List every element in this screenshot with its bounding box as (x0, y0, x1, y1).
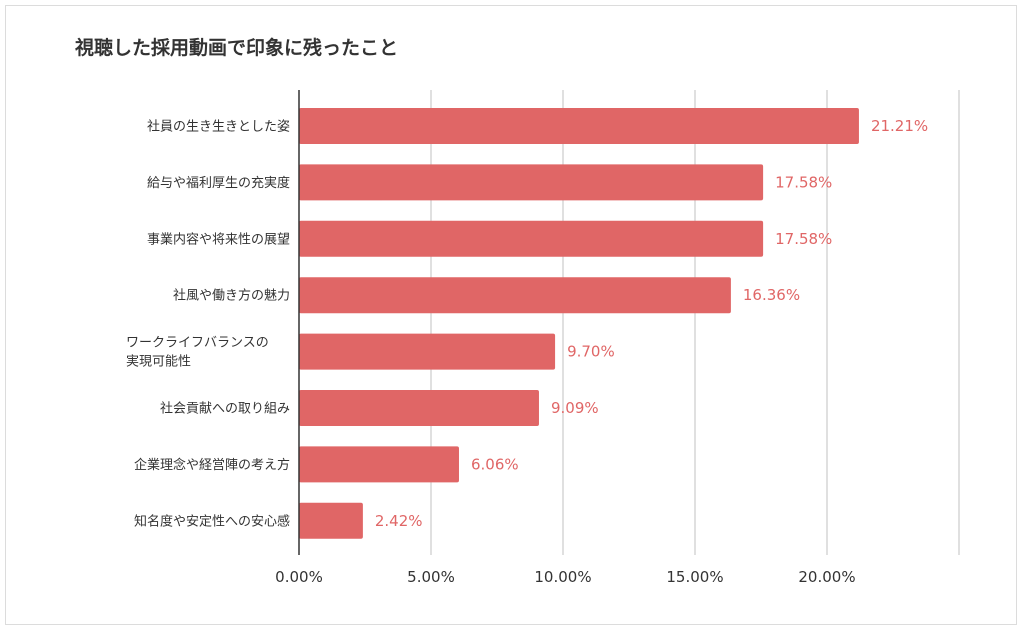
x-tick-label: 20.00% (798, 568, 855, 586)
bar (299, 390, 539, 426)
chart-title: 視聴した採用動画で印象に残ったこと (75, 37, 399, 59)
bar (299, 108, 859, 144)
data-label: 16.36% (743, 286, 800, 304)
x-tick-label: 5.00% (407, 568, 455, 586)
category-label: 社風や働き方の魅力 (173, 288, 290, 304)
data-label: 21.21% (871, 117, 928, 135)
category-label: 企業理念や経営陣の考え方 (134, 457, 290, 473)
bar (299, 446, 459, 483)
category-label: 社会貢献への取り組み (160, 401, 290, 417)
category-label: ワークライフバランスの (126, 336, 269, 351)
bar (299, 164, 764, 201)
x-tick-label: 0.00% (275, 568, 323, 586)
x-tick-label: 10.00% (534, 568, 591, 586)
bar (299, 277, 731, 314)
category-label: 実現可能性 (126, 354, 191, 370)
data-label: 9.09% (551, 399, 599, 417)
category-label: 給与や福利厚生の充実度 (147, 175, 290, 191)
data-label: 17.58% (775, 230, 832, 248)
category-label: 知名度や安定性への安心感 (134, 513, 290, 529)
bar (299, 220, 764, 257)
bar (299, 333, 556, 370)
data-label: 9.70% (567, 343, 615, 361)
data-label: 6.06% (471, 455, 519, 473)
bar (299, 502, 363, 539)
category-label: 事業内容や将来性の展望 (147, 231, 290, 247)
data-label: 17.58% (775, 173, 832, 191)
category-label: 社員の生き生きとした姿 (147, 119, 290, 135)
x-tick-label: 15.00% (666, 568, 723, 586)
data-label: 2.42% (375, 512, 423, 530)
